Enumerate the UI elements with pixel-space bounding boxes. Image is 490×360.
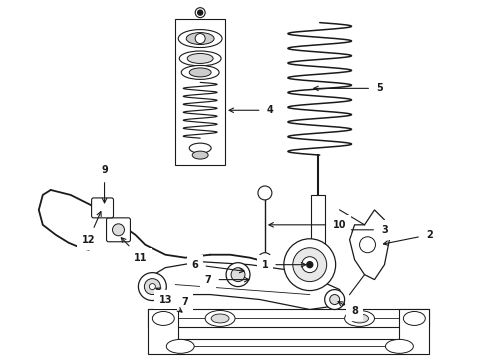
- Bar: [175, 19, 225, 165]
- Text: 7: 7: [205, 275, 249, 285]
- Circle shape: [258, 253, 272, 267]
- Text: 1: 1: [262, 260, 306, 270]
- Text: 12: 12: [82, 212, 101, 245]
- Text: 6: 6: [192, 260, 244, 273]
- Text: 11: 11: [121, 238, 147, 263]
- Text: 9: 9: [101, 165, 108, 203]
- Circle shape: [226, 263, 250, 287]
- Circle shape: [113, 224, 124, 236]
- Ellipse shape: [166, 339, 194, 353]
- Ellipse shape: [189, 68, 211, 77]
- Ellipse shape: [179, 51, 221, 66]
- Text: 2: 2: [383, 230, 433, 245]
- Ellipse shape: [178, 30, 222, 48]
- Ellipse shape: [350, 314, 368, 323]
- Bar: [311, 195, 325, 255]
- Ellipse shape: [192, 151, 208, 159]
- Circle shape: [360, 237, 375, 253]
- FancyBboxPatch shape: [106, 218, 130, 242]
- Ellipse shape: [386, 339, 414, 353]
- Text: 8: 8: [338, 302, 358, 316]
- Circle shape: [258, 186, 272, 200]
- Polygon shape: [349, 210, 390, 280]
- Bar: [178, 339, 399, 354]
- Ellipse shape: [205, 310, 235, 327]
- Text: 3: 3: [334, 225, 388, 235]
- Circle shape: [307, 262, 313, 268]
- Ellipse shape: [187, 54, 213, 63]
- Circle shape: [284, 239, 336, 291]
- Circle shape: [195, 33, 205, 44]
- Circle shape: [231, 268, 245, 282]
- Text: 5: 5: [314, 84, 383, 93]
- Ellipse shape: [189, 143, 211, 153]
- Ellipse shape: [152, 311, 174, 325]
- Bar: [399, 310, 429, 354]
- Text: 4: 4: [229, 105, 273, 115]
- Circle shape: [302, 257, 318, 273]
- Circle shape: [330, 294, 340, 305]
- Circle shape: [197, 10, 203, 15]
- Ellipse shape: [344, 310, 374, 327]
- Ellipse shape: [186, 32, 214, 45]
- Ellipse shape: [181, 66, 219, 80]
- FancyBboxPatch shape: [92, 198, 114, 218]
- Ellipse shape: [211, 314, 229, 323]
- Bar: [148, 310, 429, 328]
- Circle shape: [325, 289, 344, 310]
- Ellipse shape: [403, 311, 425, 325]
- Circle shape: [149, 284, 155, 289]
- Circle shape: [293, 248, 327, 282]
- Text: 10: 10: [269, 220, 346, 230]
- Text: 13: 13: [159, 294, 182, 312]
- Bar: [148, 310, 178, 354]
- Circle shape: [145, 279, 160, 294]
- Text: 7: 7: [156, 288, 189, 306]
- Polygon shape: [146, 262, 344, 310]
- Circle shape: [138, 273, 166, 301]
- Circle shape: [195, 8, 205, 18]
